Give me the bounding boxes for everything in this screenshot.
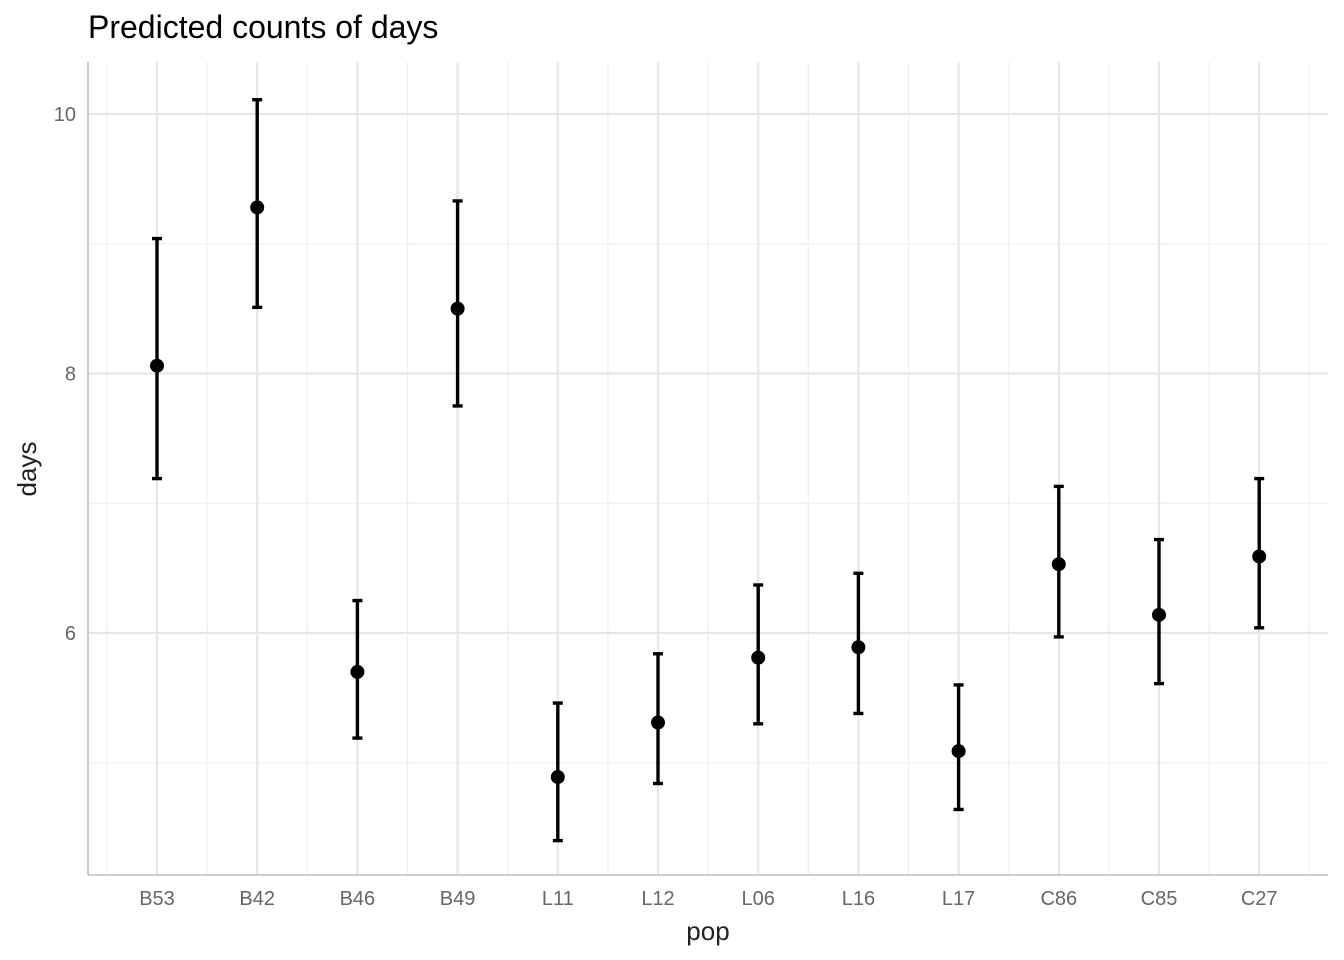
x-tick-label: L11 — [542, 888, 574, 910]
error-bar-B53 — [152, 236, 162, 481]
x-tick-label: B53 — [139, 888, 175, 910]
x-tick-label: B42 — [239, 888, 275, 910]
chart-title: Predicted counts of days — [88, 9, 438, 45]
point-L11 — [550, 770, 565, 785]
x-tick-label: L16 — [842, 888, 875, 910]
point-B46 — [350, 664, 365, 679]
x-axis-title: pop — [686, 916, 729, 946]
point-L17 — [951, 744, 966, 759]
point-L12 — [651, 715, 665, 730]
x-tick-label: B49 — [440, 888, 476, 910]
point-B49 — [450, 301, 465, 316]
point-B53 — [150, 358, 164, 373]
point-C86 — [1051, 557, 1066, 572]
axes: 6 8 10 B53 B42 B46 B49 L11 L12 L06 L16 L17 C86 C85 C27 — [54, 62, 1328, 910]
x-tick-label: L17 — [942, 888, 975, 910]
point-C27 — [1252, 549, 1267, 564]
x-tick-label: C27 — [1241, 888, 1278, 910]
x-tick-label: B46 — [340, 888, 376, 910]
x-tick-label: L12 — [641, 888, 674, 910]
point-L16 — [851, 640, 866, 655]
y-tick-label: 10 — [54, 104, 76, 126]
grid — [88, 62, 1328, 875]
x-tick-label: C86 — [1040, 888, 1077, 910]
point-B42 — [250, 200, 265, 215]
x-tick-label: L06 — [742, 888, 775, 910]
y-tick-label: 6 — [65, 623, 76, 645]
point-L06 — [751, 650, 766, 665]
y-axis-title: days — [12, 442, 42, 497]
point-C85 — [1152, 607, 1166, 622]
data-marks — [150, 98, 1267, 843]
x-tick-label: C85 — [1141, 888, 1178, 910]
y-tick-label: 8 — [65, 364, 76, 386]
